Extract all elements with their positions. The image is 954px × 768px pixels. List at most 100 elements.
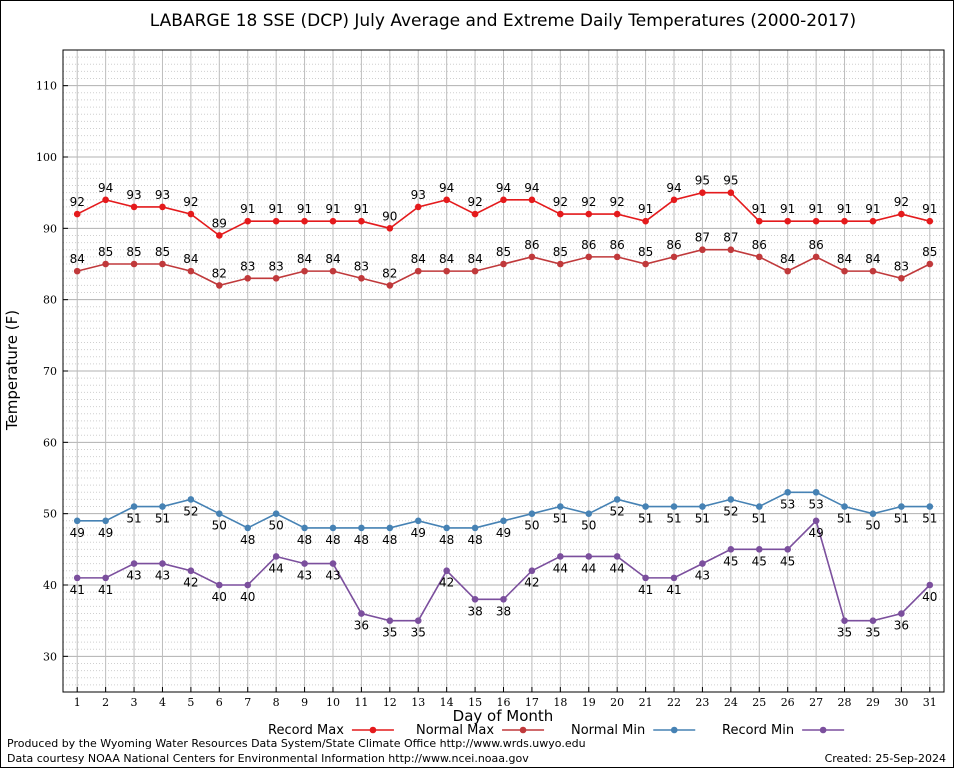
record-max-point — [784, 217, 791, 225]
record-min-label: 35 — [865, 626, 880, 640]
record-min-label: 45 — [780, 554, 795, 568]
record-max-point — [869, 217, 877, 225]
footer-produced-by: Produced by the Wyoming Water Resources … — [7, 737, 586, 750]
record-max-label: 95 — [723, 174, 738, 188]
normal-max-label: 84 — [325, 252, 340, 266]
x-tick-label: 11 — [354, 696, 368, 709]
normal-min-label: 51 — [695, 512, 710, 526]
normal-min-point — [329, 524, 337, 532]
x-tick-label: 19 — [582, 696, 596, 709]
x-tick-label: 31 — [923, 696, 937, 709]
normal-min-label: 51 — [553, 512, 568, 526]
record-min-label: 41 — [638, 583, 653, 597]
record-min-point — [898, 610, 905, 617]
normal-max-point — [187, 267, 195, 275]
normal-min-label: 49 — [496, 526, 511, 540]
record-max-label: 92 — [581, 195, 596, 209]
x-tick-label: 18 — [553, 696, 567, 709]
normal-min-point — [102, 517, 109, 525]
normal-max-point — [386, 282, 394, 289]
record-min-label: 42 — [524, 576, 539, 590]
normal-max-label: 85 — [126, 245, 141, 259]
x-tick-label: 20 — [610, 696, 624, 709]
record-min-label: 49 — [808, 526, 823, 540]
y-tick-label: 90 — [43, 222, 57, 235]
record-min-point — [784, 546, 791, 553]
normal-max-point — [216, 282, 223, 289]
record-max-label: 91 — [325, 202, 340, 216]
record-min-point — [500, 595, 507, 603]
record-min-label: 35 — [411, 626, 426, 640]
normal-min-point — [187, 496, 195, 503]
y-axis-title: Temperature (F) — [3, 310, 21, 431]
footer-created: Created: 25-Sep-2024 — [824, 752, 946, 765]
normal-min-point — [130, 503, 138, 510]
record-min-point — [699, 560, 706, 567]
x-tick-label: 24 — [724, 696, 738, 709]
normal-max-label: 86 — [524, 238, 539, 252]
y-tick-label: 30 — [43, 650, 57, 663]
record-min-label: 40 — [922, 590, 937, 604]
normal-min-point — [898, 503, 905, 510]
record-max-point — [528, 196, 536, 204]
normal-max-label: 82 — [212, 266, 227, 280]
y-tick-label: 50 — [43, 508, 57, 521]
normal-max-label: 85 — [922, 245, 937, 259]
x-tick-label: 4 — [159, 696, 166, 709]
normal-min-point — [386, 524, 394, 532]
record-min-label: 43 — [297, 569, 312, 583]
normal-max-point — [699, 246, 706, 254]
record-min-point — [130, 560, 138, 567]
record-max-point — [585, 210, 593, 218]
normal-max-label: 84 — [865, 252, 880, 266]
series-group — [73, 189, 934, 624]
y-tick-label: 40 — [43, 579, 57, 592]
normal-min-label: 48 — [439, 533, 454, 547]
normal-min-label: 48 — [467, 533, 482, 547]
record-min-label: 36 — [894, 619, 909, 633]
record-min-point — [755, 546, 763, 553]
normal-min-point — [869, 510, 877, 517]
normal-max-point — [812, 253, 820, 261]
normal-min-point — [301, 524, 308, 532]
record-min-label: 38 — [496, 604, 511, 618]
record-max-point — [414, 203, 422, 211]
x-tick-label: 6 — [216, 696, 223, 709]
record-min-point — [841, 617, 848, 624]
normal-max-label: 86 — [610, 238, 625, 252]
normal-min-point — [812, 488, 820, 496]
normal-max-point — [73, 267, 81, 275]
y-tick-label: 110 — [36, 80, 57, 93]
record-max-point — [358, 217, 365, 225]
record-max-label: 93 — [126, 188, 141, 202]
normal-min-label: 50 — [524, 519, 539, 533]
normal-min-label: 51 — [638, 512, 653, 526]
normal-min-point — [727, 496, 735, 503]
record-max-label: 89 — [212, 216, 227, 230]
normal-min-label: 51 — [922, 512, 937, 526]
record-min-point — [557, 553, 564, 560]
record-min-legend-marker — [819, 726, 827, 734]
normal-max-label: 86 — [808, 238, 823, 252]
normal-max-point — [159, 260, 166, 268]
record-max-point — [500, 196, 507, 204]
record-max-point — [699, 189, 706, 196]
normal-min-point — [699, 503, 706, 510]
record-max-label: 91 — [808, 202, 823, 216]
record-max-label: 91 — [354, 202, 369, 216]
record-max-label: 91 — [865, 202, 880, 216]
normal-max-label: 84 — [467, 252, 482, 266]
normal-min-point — [471, 524, 479, 532]
record-min-point — [443, 567, 450, 575]
normal-min-label: 51 — [666, 512, 681, 526]
record-min-point — [329, 560, 337, 567]
record-max-label: 91 — [780, 202, 795, 216]
record-max-point — [329, 217, 337, 225]
normal-max-point — [358, 274, 365, 282]
record-min-label: 43 — [695, 569, 710, 583]
normal-max-label: 84 — [411, 252, 426, 266]
normal-min-point — [73, 517, 81, 525]
normal-min-label: 48 — [382, 533, 397, 547]
normal-min-label: 53 — [808, 497, 823, 511]
